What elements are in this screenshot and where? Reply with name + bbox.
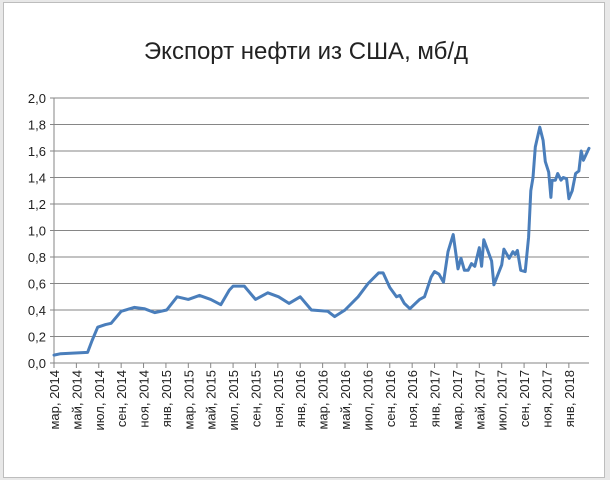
y-tick-label: 0,0 — [28, 356, 46, 371]
x-tick-label: май, 2015 — [204, 370, 219, 430]
y-tick-label: 1,6 — [28, 144, 46, 159]
y-tick-label: 1,2 — [28, 197, 46, 212]
x-tick-label: мар, 2015 — [181, 370, 196, 430]
x-tick-label: ноя, 2017 — [539, 370, 554, 428]
gridlines — [50, 97, 589, 364]
x-tick-label: янв, 2015 — [159, 370, 174, 427]
x-tick-label: июл, 2015 — [226, 370, 241, 430]
x-tick-label: июл, 2017 — [495, 370, 510, 430]
x-tick-label: янв, 2017 — [428, 370, 443, 427]
chart-title: Экспорт нефти из США, мб/д — [144, 38, 468, 65]
y-axis: 0,0 0,2 0,4 0,6 0,8 1,0 1,2 1,4 1,6 1,8 2,0 — [28, 91, 46, 371]
series-line — [52, 125, 591, 357]
x-tick-label: сен, 2016 — [383, 370, 398, 427]
x-tick-label: сен, 2015 — [248, 370, 263, 427]
x-tick-label: сен, 2017 — [517, 370, 532, 427]
x-tick-label: мар, 2016 — [316, 370, 331, 430]
x-tick-label: ноя, 2016 — [405, 370, 420, 428]
chart-area: Экспорт нефти из США, мб/д 0,0 0,2 0,4 0,6 0… — [3, 2, 605, 478]
series-group — [52, 125, 591, 357]
x-tick-label: май, 2014 — [69, 370, 84, 430]
x-tick-label: янв, 2018 — [562, 370, 577, 427]
x-tick-label: май, 2017 — [472, 370, 487, 430]
x-tick-label: ноя, 2014 — [137, 370, 152, 428]
x-tick-label: мар, 2014 — [47, 370, 62, 430]
x-tick-label: сен, 2014 — [114, 370, 129, 427]
y-tick-label: 1,0 — [28, 224, 46, 239]
y-tick-label: 0,6 — [28, 277, 46, 292]
x-tick-label: ноя, 2015 — [271, 370, 286, 428]
y-tick-label: 0,8 — [28, 250, 46, 265]
x-tick-label: май, 2016 — [338, 370, 353, 430]
x-axis: мар, 2014 май, 2014 июл, 2014 сен, 2014 ноя,… — [47, 363, 577, 430]
y-tick-label: 0,2 — [28, 330, 46, 345]
x-tick-label: июл, 2016 — [360, 370, 375, 430]
line-chart: Экспорт нефти из США, мб/д 0,00,20,40,60… — [28, 38, 591, 430]
y-tick-label: 0,4 — [28, 303, 46, 318]
y-tick-label: 1,4 — [28, 171, 46, 186]
x-tick-label: июл, 2014 — [92, 370, 107, 430]
y-tick-label: 2,0 — [28, 91, 46, 106]
x-tick-label: янв, 2016 — [293, 370, 308, 427]
x-tick-label: мар, 2017 — [450, 370, 465, 430]
y-tick-label: 1,8 — [28, 118, 46, 133]
